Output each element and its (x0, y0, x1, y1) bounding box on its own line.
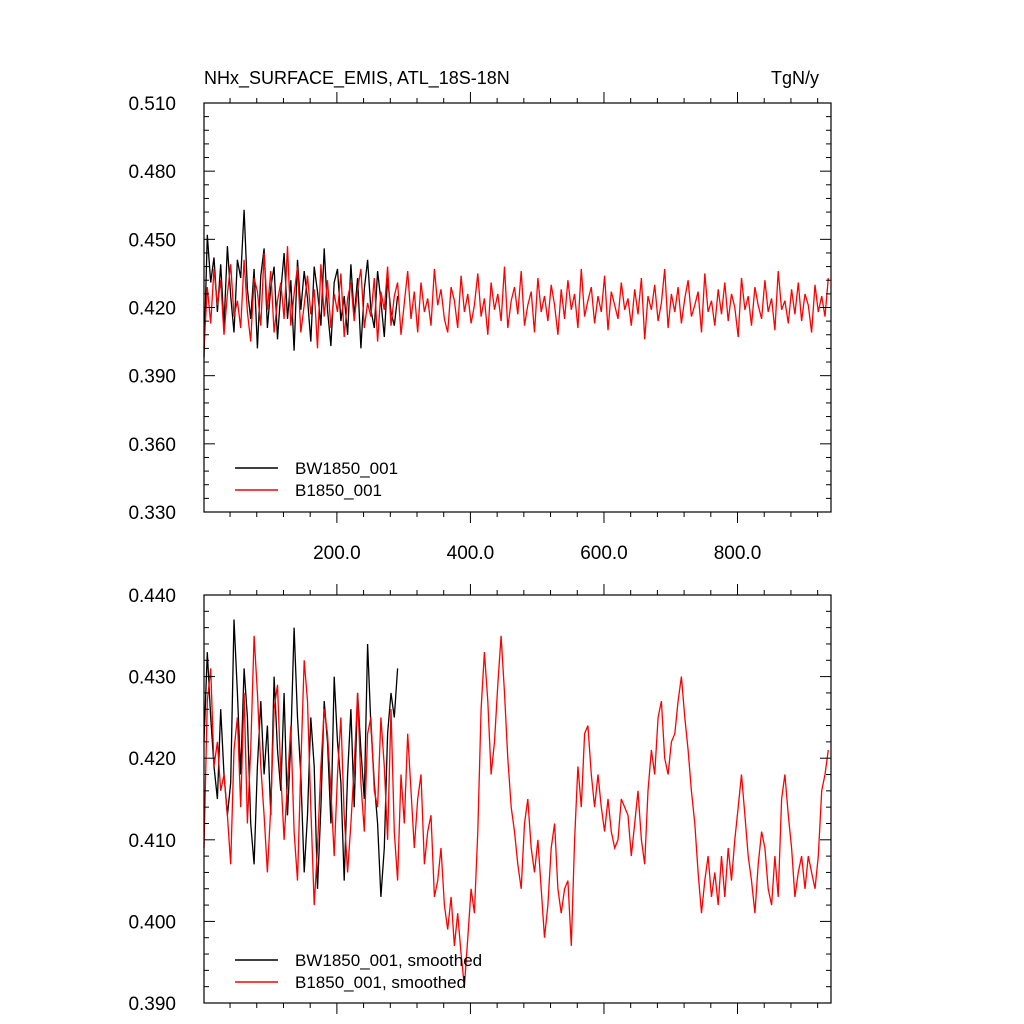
y-tick-label: 0.390 (128, 994, 176, 1015)
figure-title: NHx_SURFACE_EMIS, ATL_18S-18N (204, 68, 510, 89)
y-tick-label: 0.440 (128, 586, 176, 607)
figure-units: TgN/y (771, 68, 819, 88)
y-tick-label: 0.410 (128, 831, 176, 852)
y-tick-label: 0.420 (128, 749, 176, 770)
y-tick-label: 0.430 (128, 668, 176, 689)
legend-label: B1850_001 (295, 481, 382, 500)
y-tick-label: 0.510 (128, 94, 176, 115)
top-panel: 0.330 0.360 0.390 0.420 0.450 0.480 0.510 200.0… (128, 92, 832, 564)
x-tick-label: 200.0 (313, 543, 361, 564)
legend-label: BW1850_001 (295, 459, 398, 478)
y-tick-label: 0.400 (128, 912, 176, 933)
legend-label: BW1850_001, smoothed (295, 951, 482, 970)
series-line-1-1 (203, 635, 829, 987)
y-tick-label: 0.360 (128, 435, 176, 456)
x-tick-label: 600.0 (580, 543, 628, 564)
series-line-0-1 (203, 246, 829, 349)
y-tick-label: 0.390 (128, 367, 176, 388)
y-tick-label: 0.330 (128, 503, 176, 524)
bottom-panel: 0.390 0.400 0.410 0.420 0.430 0.440 BW1850_001… (128, 584, 832, 1015)
y-tick-label: 0.480 (128, 162, 176, 183)
y-tick-label: 0.420 (128, 299, 176, 320)
x-tick-label: 800.0 (714, 543, 762, 564)
x-tick-label: 400.0 (447, 543, 495, 564)
y-tick-label: 0.450 (128, 230, 176, 251)
plot-frame (203, 594, 832, 1004)
legend-label: B1850_001, smoothed (295, 973, 466, 992)
series-line-0-0 (203, 209, 399, 358)
